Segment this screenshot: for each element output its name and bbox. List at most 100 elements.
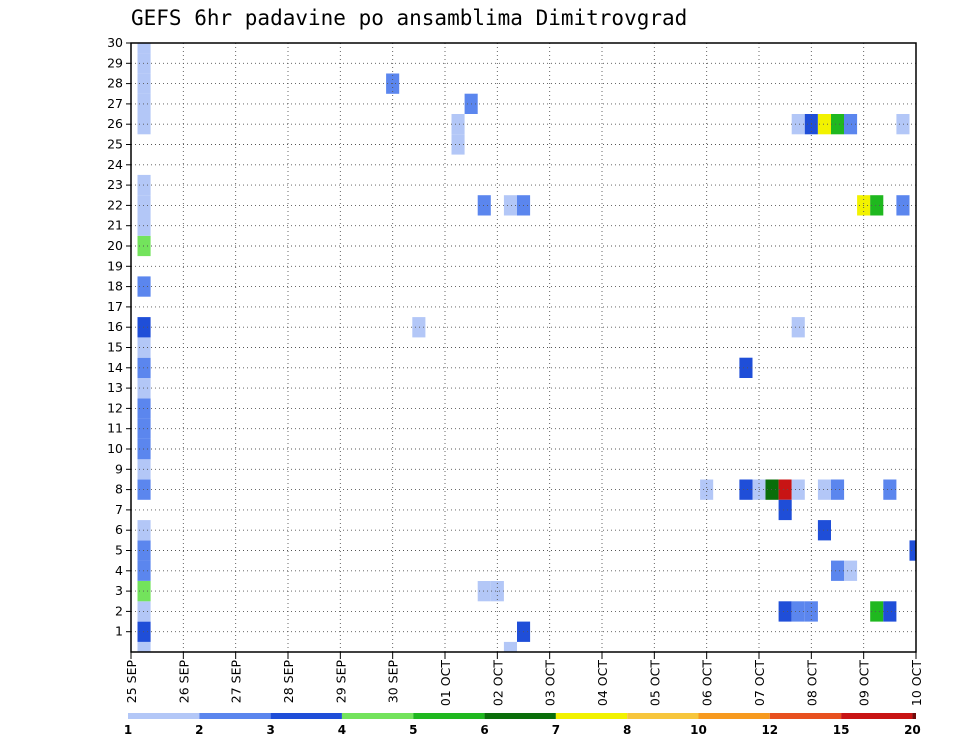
precip-cell (831, 560, 845, 581)
precip-cell (844, 114, 858, 135)
x-tick-label: 02 OCT (490, 660, 505, 706)
legend-label: 20 (904, 723, 921, 737)
precip-cell (412, 317, 426, 338)
precip-cell (137, 560, 151, 581)
precip-cell (137, 174, 151, 196)
precip-cell (137, 581, 151, 602)
legend-label: 2 (195, 723, 203, 737)
precip-cell (137, 438, 151, 460)
precip-cell (791, 317, 805, 338)
y-tick-label: 1 (115, 624, 123, 639)
legend-label: 12 (761, 723, 778, 737)
x-tick-label: 06 OCT (700, 660, 715, 706)
y-tick-label: 20 (107, 238, 123, 253)
x-tick-label: 08 OCT (804, 660, 819, 706)
chart-title: GEFS 6hr padavine po ansamblima Dimitrov… (131, 6, 687, 30)
y-tick-label: 3 (115, 583, 123, 598)
precip-cell (503, 195, 517, 216)
legend-swatch (270, 713, 342, 719)
color-legend: 1 2 3 4 5 6 7 8 10 12 15 20 (124, 713, 921, 737)
y-tick-label: 6 (115, 522, 123, 537)
precip-cell (137, 43, 151, 54)
legend-label: 15 (833, 723, 850, 737)
precip-cell (137, 337, 151, 358)
precip-cell (477, 195, 491, 216)
y-tick-label: 30 (107, 35, 123, 50)
precip-cell (137, 601, 151, 622)
precip-cell (883, 479, 897, 500)
precip-cell (831, 479, 845, 500)
precip-cell (909, 540, 916, 561)
x-tick-label: 09 OCT (857, 660, 872, 706)
legend-swatch (341, 713, 414, 719)
legend-label: 1 (124, 723, 132, 737)
legend-swatch (199, 713, 271, 719)
y-tick-label: 25 (107, 137, 123, 152)
precip-cell (137, 93, 151, 114)
legend-label: 6 (480, 723, 488, 737)
precip-cell (831, 114, 845, 135)
x-tick-label: 07 OCT (752, 660, 767, 706)
precip-cell (778, 499, 792, 521)
precip-cell (503, 641, 517, 652)
y-tick-label: 14 (107, 360, 123, 375)
y-tick-label: 29 (107, 55, 123, 70)
precip-cell (739, 357, 753, 378)
x-axis: 25 SEP 26 SEP 27 SEP 28 SEP 29 SEP 30 SEP 01 O… (124, 652, 924, 706)
precip-cell (817, 520, 831, 541)
y-tick-label: 26 (107, 116, 123, 131)
precip-cell (137, 317, 151, 338)
precip-cell (137, 398, 151, 419)
legend-swatch (698, 713, 770, 719)
y-tick-label: 18 (107, 279, 123, 294)
legend-swatch (769, 713, 842, 719)
precip-cell (137, 479, 151, 500)
precip-cell (137, 53, 151, 74)
legend-swatch (841, 713, 913, 719)
precip-cell (137, 73, 151, 94)
precip-cell (137, 235, 151, 257)
y-tick-label: 28 (107, 76, 123, 91)
y-tick-label: 19 (107, 258, 123, 273)
x-tick-label: 27 SEP (229, 660, 244, 704)
precip-cell (791, 601, 805, 622)
precip-cell (883, 601, 897, 622)
precip-cell (137, 195, 151, 216)
precip-cell (817, 114, 831, 135)
y-tick-label: 23 (107, 177, 123, 192)
x-tick-label: 01 OCT (438, 660, 453, 706)
y-tick-label: 4 (115, 563, 123, 578)
precip-cell (765, 479, 779, 500)
legend-label: 4 (338, 723, 346, 737)
x-tick-label: 25 SEP (124, 660, 139, 704)
x-tick-label: 05 OCT (647, 660, 662, 706)
precip-cell (817, 479, 831, 500)
precip-cell (778, 601, 792, 622)
x-tick-label: 29 SEP (333, 660, 348, 704)
x-tick-label: 04 OCT (595, 660, 610, 706)
x-tick-label: 03 OCT (543, 660, 558, 706)
y-tick-label: 17 (107, 299, 123, 314)
legend-swatch (555, 713, 628, 719)
legend-label: 3 (266, 723, 274, 737)
y-tick-label: 2 (115, 603, 123, 618)
legend-swatch (627, 713, 699, 719)
precip-cell (137, 114, 151, 135)
y-tick-label: 24 (107, 157, 123, 172)
precip-cell (451, 134, 465, 155)
y-tick-label: 22 (107, 197, 123, 212)
precip-cell (137, 540, 151, 561)
legend-swatch (413, 713, 485, 719)
y-tick-label: 11 (107, 421, 123, 436)
precip-cell (137, 377, 151, 399)
y-tick-label: 9 (115, 461, 123, 476)
precip-cell (137, 621, 151, 642)
y-tick-label: 16 (107, 319, 123, 334)
precip-cell (778, 479, 792, 500)
precip-cell (451, 114, 465, 135)
precip-cell (137, 215, 151, 236)
precip-cell (870, 601, 884, 622)
precip-cell (137, 641, 151, 652)
precip-cell (791, 114, 805, 135)
